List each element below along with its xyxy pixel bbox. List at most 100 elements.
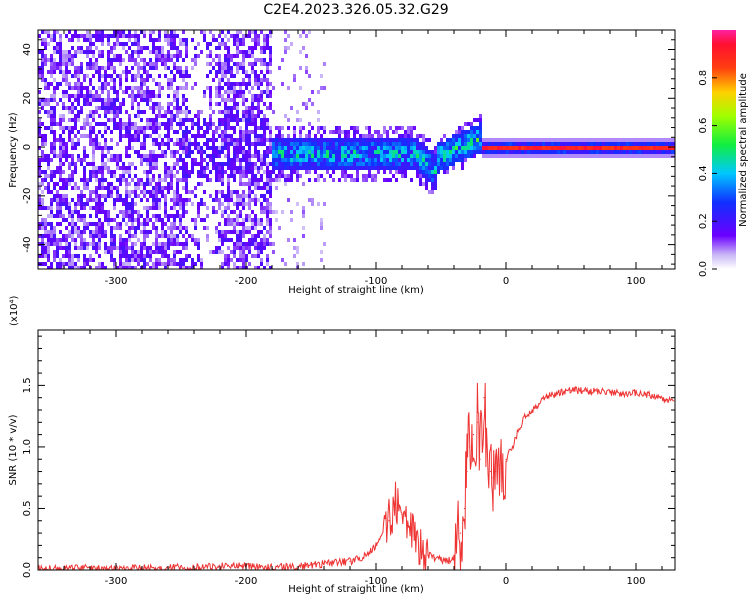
spectrogram-cell xyxy=(185,130,188,134)
spectrogram-cell xyxy=(314,178,317,182)
spectrogram-cell xyxy=(62,170,65,174)
spectrogram-cell xyxy=(248,74,251,78)
spectrogram-cell xyxy=(155,66,158,70)
spectrogram-cell xyxy=(536,146,539,150)
spectrogram-cell xyxy=(455,138,458,142)
spectrogram-cell xyxy=(50,214,53,218)
spectrogram-cell xyxy=(179,202,182,206)
spectrogram-cell xyxy=(95,66,98,70)
spectrogram-cell xyxy=(479,134,482,138)
spectrogram-cell xyxy=(575,142,578,146)
spectrogram-cell xyxy=(44,242,47,246)
spectrogram-cell xyxy=(158,214,161,218)
spectrogram-cell xyxy=(269,126,272,130)
spectrogram-cell xyxy=(185,138,188,142)
x-tick-label: 100 xyxy=(626,576,645,587)
spectrogram-cell xyxy=(245,126,248,130)
spectrogram-cell xyxy=(464,154,467,158)
spectrogram-cell xyxy=(209,114,212,118)
spectrogram-cell xyxy=(62,58,65,62)
spectrogram-cell xyxy=(263,130,266,134)
spectrogram-cell xyxy=(251,166,254,170)
spectrogram-cell xyxy=(605,150,608,154)
spectrogram-cell xyxy=(95,242,98,246)
spectrogram-cell xyxy=(182,142,185,146)
spectrogram-cell xyxy=(299,126,302,130)
spectrogram-cell xyxy=(83,38,86,42)
spectrogram-cell xyxy=(179,266,182,269)
spectrogram-cell xyxy=(188,190,191,194)
spectrogram-cell xyxy=(149,126,152,130)
spectrogram-cell xyxy=(167,102,170,106)
spectrogram-cell xyxy=(296,150,299,154)
spectrogram-cell xyxy=(134,226,137,230)
spectrogram-cell xyxy=(65,154,68,158)
spectrogram-cell xyxy=(173,94,176,98)
spectrogram-cell xyxy=(113,54,116,58)
spectrogram-cell xyxy=(413,162,416,166)
spectrogram-cell xyxy=(152,262,155,266)
spectrogram-cell xyxy=(92,234,95,238)
spectrogram-cell xyxy=(566,138,569,142)
spectrogram-cell xyxy=(89,198,92,202)
spectrogram-cell xyxy=(107,58,110,62)
spectrogram-cell xyxy=(224,262,227,266)
spectrogram-cell xyxy=(92,238,95,242)
spectrogram-cell xyxy=(59,242,62,246)
spectrogram-cell xyxy=(143,254,146,258)
spectrogram-cell xyxy=(362,174,365,178)
spectrogram-cell xyxy=(71,126,74,130)
spectrogram-cell xyxy=(572,146,575,150)
spectrogram-cell xyxy=(95,98,98,102)
spectrogram-cell xyxy=(263,58,266,62)
spectrogram-cell xyxy=(347,158,350,162)
spectrogram-cell xyxy=(272,250,275,254)
spectrogram-cell xyxy=(167,218,170,222)
spectrogram-cell xyxy=(206,62,209,66)
spectrogram-cell xyxy=(305,134,308,138)
spectrogram-cell xyxy=(479,122,482,126)
spectrogram-cell xyxy=(233,90,236,94)
spectrogram-cell xyxy=(254,74,257,78)
spectrogram-cell xyxy=(149,258,152,262)
spectrogram-cell xyxy=(629,150,632,154)
spectrogram-cell xyxy=(413,146,416,150)
spectrogram-cell xyxy=(89,258,92,262)
spectrogram-cell xyxy=(395,178,398,182)
spectrogram-cell xyxy=(230,230,233,234)
spectrogram-cell xyxy=(260,90,263,94)
spectrogram-cell xyxy=(59,98,62,102)
snr-y-ticks: 0.00.51.01.5 xyxy=(22,335,675,578)
spectrogram-cell xyxy=(617,138,620,142)
spectrogram-cell xyxy=(170,110,173,114)
spectrogram-cell xyxy=(182,74,185,78)
spectrogram-cell xyxy=(158,102,161,106)
spectrogram-cell xyxy=(647,150,650,154)
spectrogram-cell xyxy=(245,226,248,230)
spectrogram-cell xyxy=(215,74,218,78)
spectrogram-cell xyxy=(323,242,326,246)
spectrogram-cell xyxy=(128,210,131,214)
spectrogram-cell xyxy=(434,154,437,158)
spectrogram-cell xyxy=(143,78,146,82)
spectrogram-cell xyxy=(146,118,149,122)
spectrogram-cell xyxy=(164,234,167,238)
spectrogram-cell xyxy=(242,250,245,254)
spectrogram-cell xyxy=(197,202,200,206)
spectrogram-cell xyxy=(440,154,443,158)
spectrogram-cell xyxy=(218,126,221,130)
spectrogram-cell xyxy=(68,174,71,178)
spectrogram-cell xyxy=(209,70,212,74)
spectrogram-cell xyxy=(227,142,230,146)
spectrogram-cell xyxy=(320,146,323,150)
spectrogram-cell xyxy=(449,138,452,142)
spectrogram-cell xyxy=(497,154,500,158)
spectrogram-cell xyxy=(482,154,485,158)
spectrogram-cell xyxy=(446,138,449,142)
spectrogram-cell xyxy=(641,150,644,154)
spectrogram-cell xyxy=(98,218,101,222)
spectrogram-cell xyxy=(551,154,554,158)
spectrogram-cell xyxy=(146,94,149,98)
spectrogram-cell xyxy=(227,62,230,66)
snr-data-point xyxy=(407,526,410,528)
